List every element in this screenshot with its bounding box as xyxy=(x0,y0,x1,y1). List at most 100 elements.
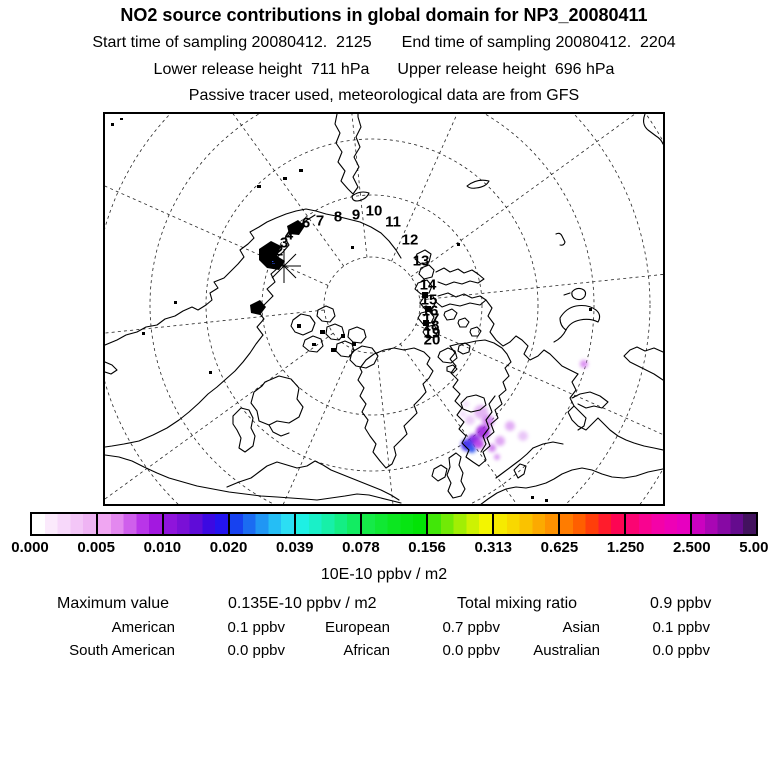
sz-island-2 xyxy=(418,264,435,280)
source-value: 0.0 ppbv xyxy=(227,642,285,659)
taymyr-north xyxy=(435,267,485,286)
release-marker xyxy=(267,249,301,283)
source-name: European xyxy=(324,619,390,636)
svalbard-1 xyxy=(437,347,458,364)
coast-alaska-sw xyxy=(105,334,264,448)
colorbar-segment-7 xyxy=(494,514,560,534)
european-russia-coast xyxy=(567,373,663,451)
source-name: Asian xyxy=(562,619,600,636)
maximum-value-label: Maximum value xyxy=(57,595,170,612)
coast-canada-mainland xyxy=(226,460,400,501)
colorbar-tick-label: 0.020 xyxy=(209,539,248,556)
dense-coast-patch-3 xyxy=(250,300,266,315)
baltic-gulf xyxy=(495,447,534,479)
taymyr-south xyxy=(435,292,487,308)
kola-peninsula xyxy=(571,391,609,409)
colorbar-tick-label: 0.010 xyxy=(143,539,182,556)
arctic-sliver xyxy=(466,179,490,189)
colorbar-segment-3 xyxy=(230,514,296,534)
source-value: 0.0 ppbv xyxy=(652,642,710,659)
colorbar-segment-0 xyxy=(32,514,98,534)
ring-island-tail xyxy=(563,292,571,296)
left-edge-nub xyxy=(105,361,118,375)
tracer-note-line: Passive tracer used, meteorological data… xyxy=(0,87,768,105)
franz-josef-3 xyxy=(469,326,482,337)
island-victoria xyxy=(250,375,304,426)
severnaya-fill-bits xyxy=(422,292,431,326)
source-contribution-table: American 0.1 ppbv European 0.7 ppbv Asian 0.1… xyxy=(0,619,710,659)
arch-island-6 xyxy=(347,326,367,344)
polar-map-svg xyxy=(105,114,663,504)
coastlines xyxy=(105,114,663,504)
sz-island-3 xyxy=(414,279,433,295)
colorbar-tick-label: 5.000 xyxy=(739,539,768,556)
novaya-zemlya-tail xyxy=(553,329,567,343)
colorbar-segment-4 xyxy=(296,514,362,534)
great-britain xyxy=(446,452,466,499)
arch-island-2 xyxy=(316,305,336,323)
colorbar-segment-5 xyxy=(362,514,428,534)
ring-island xyxy=(571,287,587,301)
plume-blob xyxy=(463,401,469,407)
gulf-of-finland xyxy=(532,441,564,449)
tracer-note-text: Passive tracer used, meteorological data… xyxy=(188,87,580,104)
colorbar-segment-2 xyxy=(164,514,230,534)
kamchatka-hook xyxy=(351,191,370,202)
total-mixing-ratio-label: Total mixing ratio xyxy=(457,595,578,612)
upper-release-text: Upper release height 696 hPa xyxy=(397,61,615,78)
colorbar xyxy=(30,512,758,536)
scandinavia-east xyxy=(449,339,512,467)
sz-island-4 xyxy=(419,294,437,310)
source-name: Australian xyxy=(533,642,600,659)
dense-coast-patch-1 xyxy=(259,241,285,270)
franz-josef-1 xyxy=(443,308,458,321)
plume-blob xyxy=(518,431,528,441)
source-value: 0.1 ppbv xyxy=(652,619,710,636)
pechora-coast xyxy=(623,346,663,381)
sampling-start-text: Start time of sampling 20080412. 2125 xyxy=(92,34,372,51)
plume-blob xyxy=(476,425,490,439)
kamchatka xyxy=(334,114,362,195)
polar-map: 1 2 3 4 5 6 7 8 9 10 11 12 13 14 15 16 17 18 19 20 xyxy=(103,112,665,506)
source-name: African xyxy=(343,642,390,659)
arch-island-3 xyxy=(302,335,324,353)
scandinavia-west xyxy=(449,345,480,467)
kara-coast xyxy=(485,299,579,375)
island-victoria-detail xyxy=(268,424,290,437)
dense-coast-patch-2 xyxy=(287,220,305,235)
release-height-line: Lower release height 711 hPa Upper relea… xyxy=(0,61,768,79)
plume-blob xyxy=(465,415,475,425)
source-value: 0.0 ppbv xyxy=(442,642,500,659)
sampling-end-text: End time of sampling 20080412. 2204 xyxy=(401,34,676,51)
top-right-corner-coast xyxy=(642,114,663,145)
denmark xyxy=(513,463,527,479)
svalbard-3 xyxy=(446,364,458,374)
gulf-of-bothnia xyxy=(480,395,496,453)
colorbar-segment-6 xyxy=(428,514,494,534)
archipelago-fill-bits xyxy=(297,324,356,352)
plume-blob xyxy=(580,360,588,368)
svalbard-2 xyxy=(457,342,471,355)
plume-blob xyxy=(474,439,484,449)
plume-blob xyxy=(474,405,488,419)
small-curl xyxy=(555,232,566,246)
release-speck xyxy=(272,261,275,264)
lower-release-text: Lower release height 711 hPa xyxy=(153,61,370,78)
colorbar-segment-1 xyxy=(98,514,164,534)
total-mixing-ratio-value: 0.9 ppbv xyxy=(650,595,712,612)
europe-baltic-coast xyxy=(480,467,663,504)
colorbar-tick-label: 0.000 xyxy=(11,539,49,556)
plume-blob xyxy=(468,445,476,453)
sz-island-6 xyxy=(422,324,439,339)
colorbar-segment-10 xyxy=(692,514,756,534)
plume-blob xyxy=(495,436,505,446)
franz-josef-2 xyxy=(457,317,470,328)
source-name: South American xyxy=(69,642,175,659)
coast-alaska-west xyxy=(256,214,316,336)
plume-blob xyxy=(460,411,466,417)
source-value: 0.7 ppbv xyxy=(442,619,500,636)
source-name: American xyxy=(111,619,175,636)
colorbar-tick-label: 0.156 xyxy=(408,539,446,556)
sampling-time-line: Start time of sampling 20080412. 2125 En… xyxy=(0,34,768,52)
